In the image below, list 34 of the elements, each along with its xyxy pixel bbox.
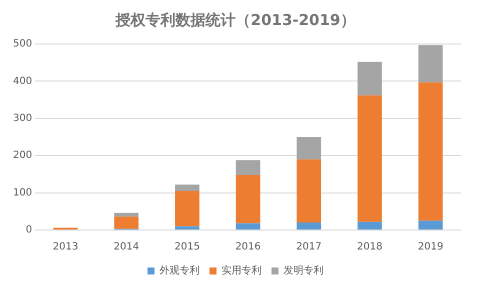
bar: [175, 226, 200, 230]
bar: [358, 62, 382, 96]
x-tick-label: 2018: [357, 242, 382, 253]
bar: [175, 184, 200, 191]
y-tick-label: 400: [12, 76, 32, 87]
x-tick-label: 2017: [296, 242, 322, 253]
bar: [175, 190, 200, 226]
legend-label: 发明专利: [284, 264, 324, 277]
y-tick-label: 0: [26, 224, 32, 236]
x-tick-label: 2016: [235, 242, 261, 253]
chart-title: 授权专利数据统计（2013-2019）: [114, 10, 356, 29]
x-tick-label: 2014: [114, 242, 140, 253]
y-tick-label: 500: [12, 38, 32, 50]
bar: [418, 220, 443, 230]
bar: [236, 223, 260, 230]
bar: [236, 174, 260, 224]
x-tick-label: 2013: [52, 242, 78, 253]
bar: [296, 137, 322, 160]
bar: [418, 82, 443, 221]
bar: [236, 160, 260, 175]
x-tick-label: 2015: [174, 242, 200, 253]
legend-label: 实用专利: [222, 264, 262, 277]
bar: [358, 95, 382, 222]
bar: [296, 222, 322, 230]
y-tick-label: 200: [12, 150, 32, 162]
y-tick-label: 300: [12, 112, 32, 124]
y-tick-label: 100: [12, 187, 32, 198]
x-tick-label: 2019: [418, 242, 444, 253]
bar: [358, 222, 382, 230]
bar: [296, 159, 322, 223]
bar: [418, 45, 443, 82]
bar: [114, 216, 139, 229]
bar: [114, 212, 139, 217]
legend-label: 外观专利: [160, 264, 200, 277]
